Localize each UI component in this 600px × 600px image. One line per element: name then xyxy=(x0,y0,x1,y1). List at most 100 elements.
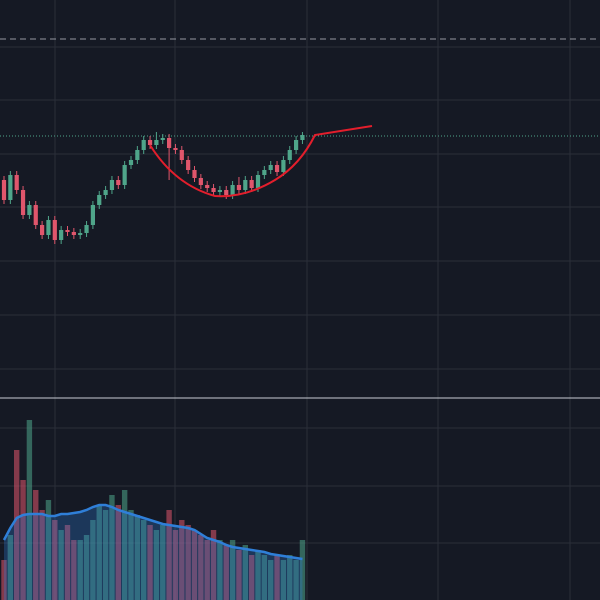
volume-bar xyxy=(115,505,121,600)
candle-body xyxy=(211,188,216,192)
volume-bar xyxy=(90,520,96,600)
candle-body xyxy=(141,140,146,150)
volume-bar xyxy=(236,550,242,600)
candle-body xyxy=(243,180,248,190)
candle-body xyxy=(287,150,292,160)
volume-bar xyxy=(255,550,261,600)
candle-body xyxy=(205,185,210,188)
volume-bar xyxy=(299,540,306,600)
volume-bar xyxy=(160,525,166,600)
volume-bar xyxy=(204,540,210,600)
candle-body xyxy=(230,185,235,195)
candle-body xyxy=(78,233,83,235)
volume-bar xyxy=(121,490,128,600)
candle-body xyxy=(103,190,108,195)
candle-body xyxy=(46,220,51,235)
candle-body xyxy=(249,180,254,188)
candle-body xyxy=(274,165,280,172)
volume-bar xyxy=(71,540,77,600)
volume-bar xyxy=(1,560,7,600)
candle-body xyxy=(20,190,26,215)
candle-body xyxy=(84,225,89,233)
candle-body xyxy=(268,165,273,170)
volume-bar xyxy=(210,530,217,600)
volume-bar xyxy=(96,505,102,600)
volume-bar xyxy=(45,500,52,600)
volume-bar xyxy=(64,525,71,600)
candles xyxy=(1,132,305,244)
volume-bar xyxy=(52,520,58,600)
volume-bar xyxy=(39,510,45,600)
volume-bar xyxy=(191,530,198,600)
candle-body xyxy=(27,205,32,215)
candle-body xyxy=(65,230,70,232)
candle-body xyxy=(122,165,127,185)
candle-body xyxy=(224,190,229,195)
volume-bar xyxy=(20,480,26,600)
volume-bar xyxy=(147,525,153,600)
volume-ma-line xyxy=(2,503,303,561)
volume-bar xyxy=(153,530,160,600)
volume-bar xyxy=(26,420,33,600)
drawn-curve xyxy=(149,125,373,198)
candle-body xyxy=(281,160,286,172)
candle-body xyxy=(154,140,159,145)
volume-bar xyxy=(109,495,115,600)
volume-pane xyxy=(1,420,306,600)
volume-bar xyxy=(58,530,64,600)
volume-bar xyxy=(198,535,204,600)
volume-bar xyxy=(77,540,83,600)
candle-body xyxy=(179,150,184,160)
candle-body xyxy=(40,225,45,235)
candle-body xyxy=(160,138,165,140)
volume-bar xyxy=(223,545,229,600)
volume-bar xyxy=(141,520,147,600)
volume-bar xyxy=(217,540,223,600)
candle-body xyxy=(255,175,261,188)
candle-body xyxy=(262,170,267,175)
candle-body xyxy=(109,180,115,190)
volume-bar xyxy=(172,530,179,600)
candle-body xyxy=(300,135,305,140)
candle-body xyxy=(192,170,197,178)
candle-body xyxy=(33,205,38,225)
candle-body xyxy=(90,205,95,225)
volume-bar xyxy=(166,510,172,600)
candle-body xyxy=(173,148,178,150)
candle-body xyxy=(1,180,7,200)
volume-bar xyxy=(33,490,39,600)
candle-body xyxy=(97,195,102,205)
volume-bar xyxy=(242,545,248,600)
volume-bar xyxy=(179,520,185,600)
candle-body xyxy=(294,140,299,150)
volume-bar xyxy=(280,560,287,600)
candle-body xyxy=(147,140,153,145)
volume-bar xyxy=(83,535,90,600)
candle-body xyxy=(14,175,19,190)
candle-body xyxy=(198,178,203,185)
candle-body xyxy=(167,138,172,148)
volume-bar xyxy=(268,560,274,600)
candle-body xyxy=(116,180,121,185)
volume-bar xyxy=(134,515,141,600)
candle-body xyxy=(71,232,76,235)
candle-body xyxy=(52,220,57,240)
volume-bar xyxy=(287,555,293,600)
volume-ma-area xyxy=(4,505,303,600)
volume-bar xyxy=(261,555,268,600)
volume-bar xyxy=(293,560,299,600)
volume-bar xyxy=(14,450,20,600)
candle-body xyxy=(128,160,134,165)
candle-body xyxy=(8,175,13,200)
volume-bar xyxy=(185,525,191,600)
candle-body xyxy=(59,230,64,240)
volume-bar xyxy=(229,540,236,600)
candle-body xyxy=(236,185,242,190)
volume-bar xyxy=(102,510,109,600)
volume-bar xyxy=(7,535,14,600)
volume-bar xyxy=(274,555,280,600)
candle-body xyxy=(186,160,191,170)
volume-bar xyxy=(248,555,255,600)
